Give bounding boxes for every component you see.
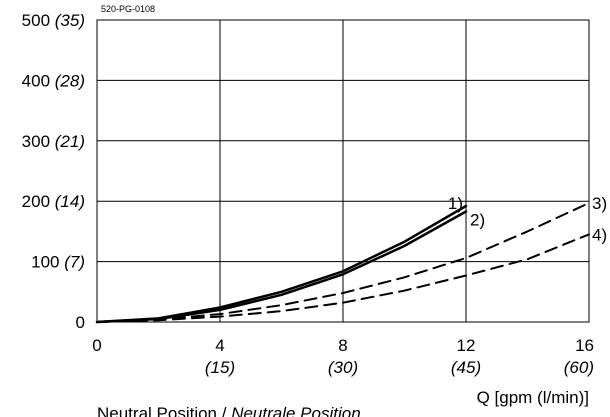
y-tick-label-0: 0 bbox=[76, 313, 85, 332]
y-tick-value: 100 bbox=[31, 253, 59, 272]
y-tick-sub: (28) bbox=[50, 71, 85, 90]
x-tick-sub-3: (45) bbox=[451, 358, 481, 377]
y-tick-sub: (21) bbox=[50, 132, 85, 151]
x-axis-label: Q [gpm (l/min)] bbox=[477, 388, 589, 407]
y-tick-value: 0 bbox=[76, 313, 85, 332]
grid-lines bbox=[96, 19, 590, 323]
caption: Neutral Position / Neutrale Position bbox=[97, 404, 361, 417]
caption-plain: Neutral Position / bbox=[97, 404, 231, 417]
y-tick-label-4: 400 (28) bbox=[22, 71, 85, 90]
series-label-2: 2) bbox=[470, 210, 485, 229]
series-labels: 1) 2) 3) 4) bbox=[448, 194, 607, 244]
y-tick-label-2: 200 (14) bbox=[22, 192, 85, 211]
y-tick-value: 400 bbox=[22, 71, 50, 90]
y-tick-label-3: 300 (21) bbox=[22, 132, 85, 151]
series-label-4: 4) bbox=[592, 225, 607, 244]
y-tick-labels: 0 100 (7) 200 (14) 300 (21) 400 (28) 500 (35) bbox=[22, 11, 85, 332]
y-tick-value: 500 bbox=[22, 11, 50, 30]
series-line-3 bbox=[96, 202, 590, 323]
x-tick-label-4: 16 bbox=[575, 336, 594, 355]
y-tick-label-5: 500 (35) bbox=[22, 11, 85, 30]
plot-frame bbox=[96, 19, 590, 323]
x-tick-label-3: 12 bbox=[457, 336, 476, 355]
series-label-3: 3) bbox=[592, 194, 607, 213]
x-tick-sub-1: (15) bbox=[205, 358, 235, 377]
figure-id: 520-PG-0108 bbox=[101, 4, 155, 14]
y-tick-value: 300 bbox=[22, 132, 50, 151]
series-line-2 bbox=[95, 210, 468, 324]
x-tick-labels: 0 4 (15) 8 (30) 12 (45) 16 (60) bbox=[92, 336, 594, 377]
x-tick-label-1: 4 bbox=[215, 336, 224, 355]
y-tick-sub: (7) bbox=[60, 253, 86, 272]
caption-italic: Neutrale Position bbox=[231, 404, 360, 417]
y-tick-sub: (14) bbox=[50, 192, 85, 211]
x-tick-label-0: 0 bbox=[92, 336, 101, 355]
series-line-4 bbox=[96, 233, 590, 323]
curves-group bbox=[95, 202, 590, 324]
x-tick-sub-2: (30) bbox=[328, 358, 358, 377]
y-tick-label-1: 100 (7) bbox=[31, 253, 85, 272]
series-line-1 bbox=[95, 204, 468, 324]
x-tick-label-2: 8 bbox=[338, 336, 347, 355]
x-tick-sub-4: (60) bbox=[564, 358, 594, 377]
y-tick-value: 200 bbox=[22, 192, 50, 211]
series-label-1: 1) bbox=[448, 194, 463, 213]
y-tick-sub: (35) bbox=[50, 11, 85, 30]
